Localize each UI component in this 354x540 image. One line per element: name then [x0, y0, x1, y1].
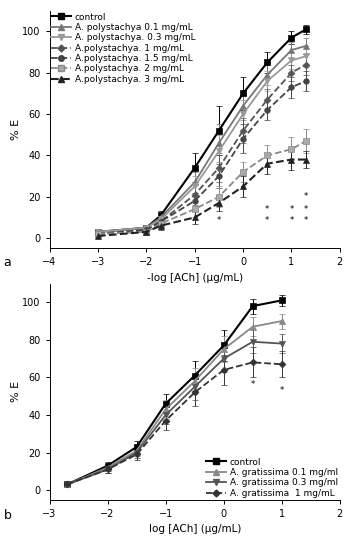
Y-axis label: % E: % E — [11, 119, 21, 140]
Text: *: * — [280, 386, 284, 395]
Text: b: b — [4, 509, 11, 522]
Text: *: * — [304, 216, 308, 225]
Y-axis label: % E: % E — [11, 381, 21, 402]
Text: *: * — [251, 380, 255, 389]
Text: *: * — [265, 205, 269, 214]
X-axis label: log [ACh] (μg/mL): log [ACh] (μg/mL) — [149, 524, 241, 534]
Text: a: a — [4, 256, 11, 269]
Text: *: * — [217, 216, 221, 225]
Text: *: * — [304, 205, 308, 214]
Legend: control, A. polystachya 0.1 mg/mL, A. polystachya. 0.3 mg/mL, A.polystachya. 1 m: control, A. polystachya 0.1 mg/mL, A. po… — [51, 12, 195, 84]
Text: *: * — [289, 216, 293, 225]
Text: *: * — [289, 205, 293, 214]
Legend: control, A. gratissima 0.1 mg/ml, A. gratissima 0.3 mg/ml, A. gratissima  1 mg/m: control, A. gratissima 0.1 mg/ml, A. gra… — [206, 457, 338, 498]
X-axis label: -log [ACh] (μg/mL): -log [ACh] (μg/mL) — [147, 273, 243, 283]
Text: *: * — [304, 192, 308, 201]
Text: *: * — [265, 216, 269, 225]
